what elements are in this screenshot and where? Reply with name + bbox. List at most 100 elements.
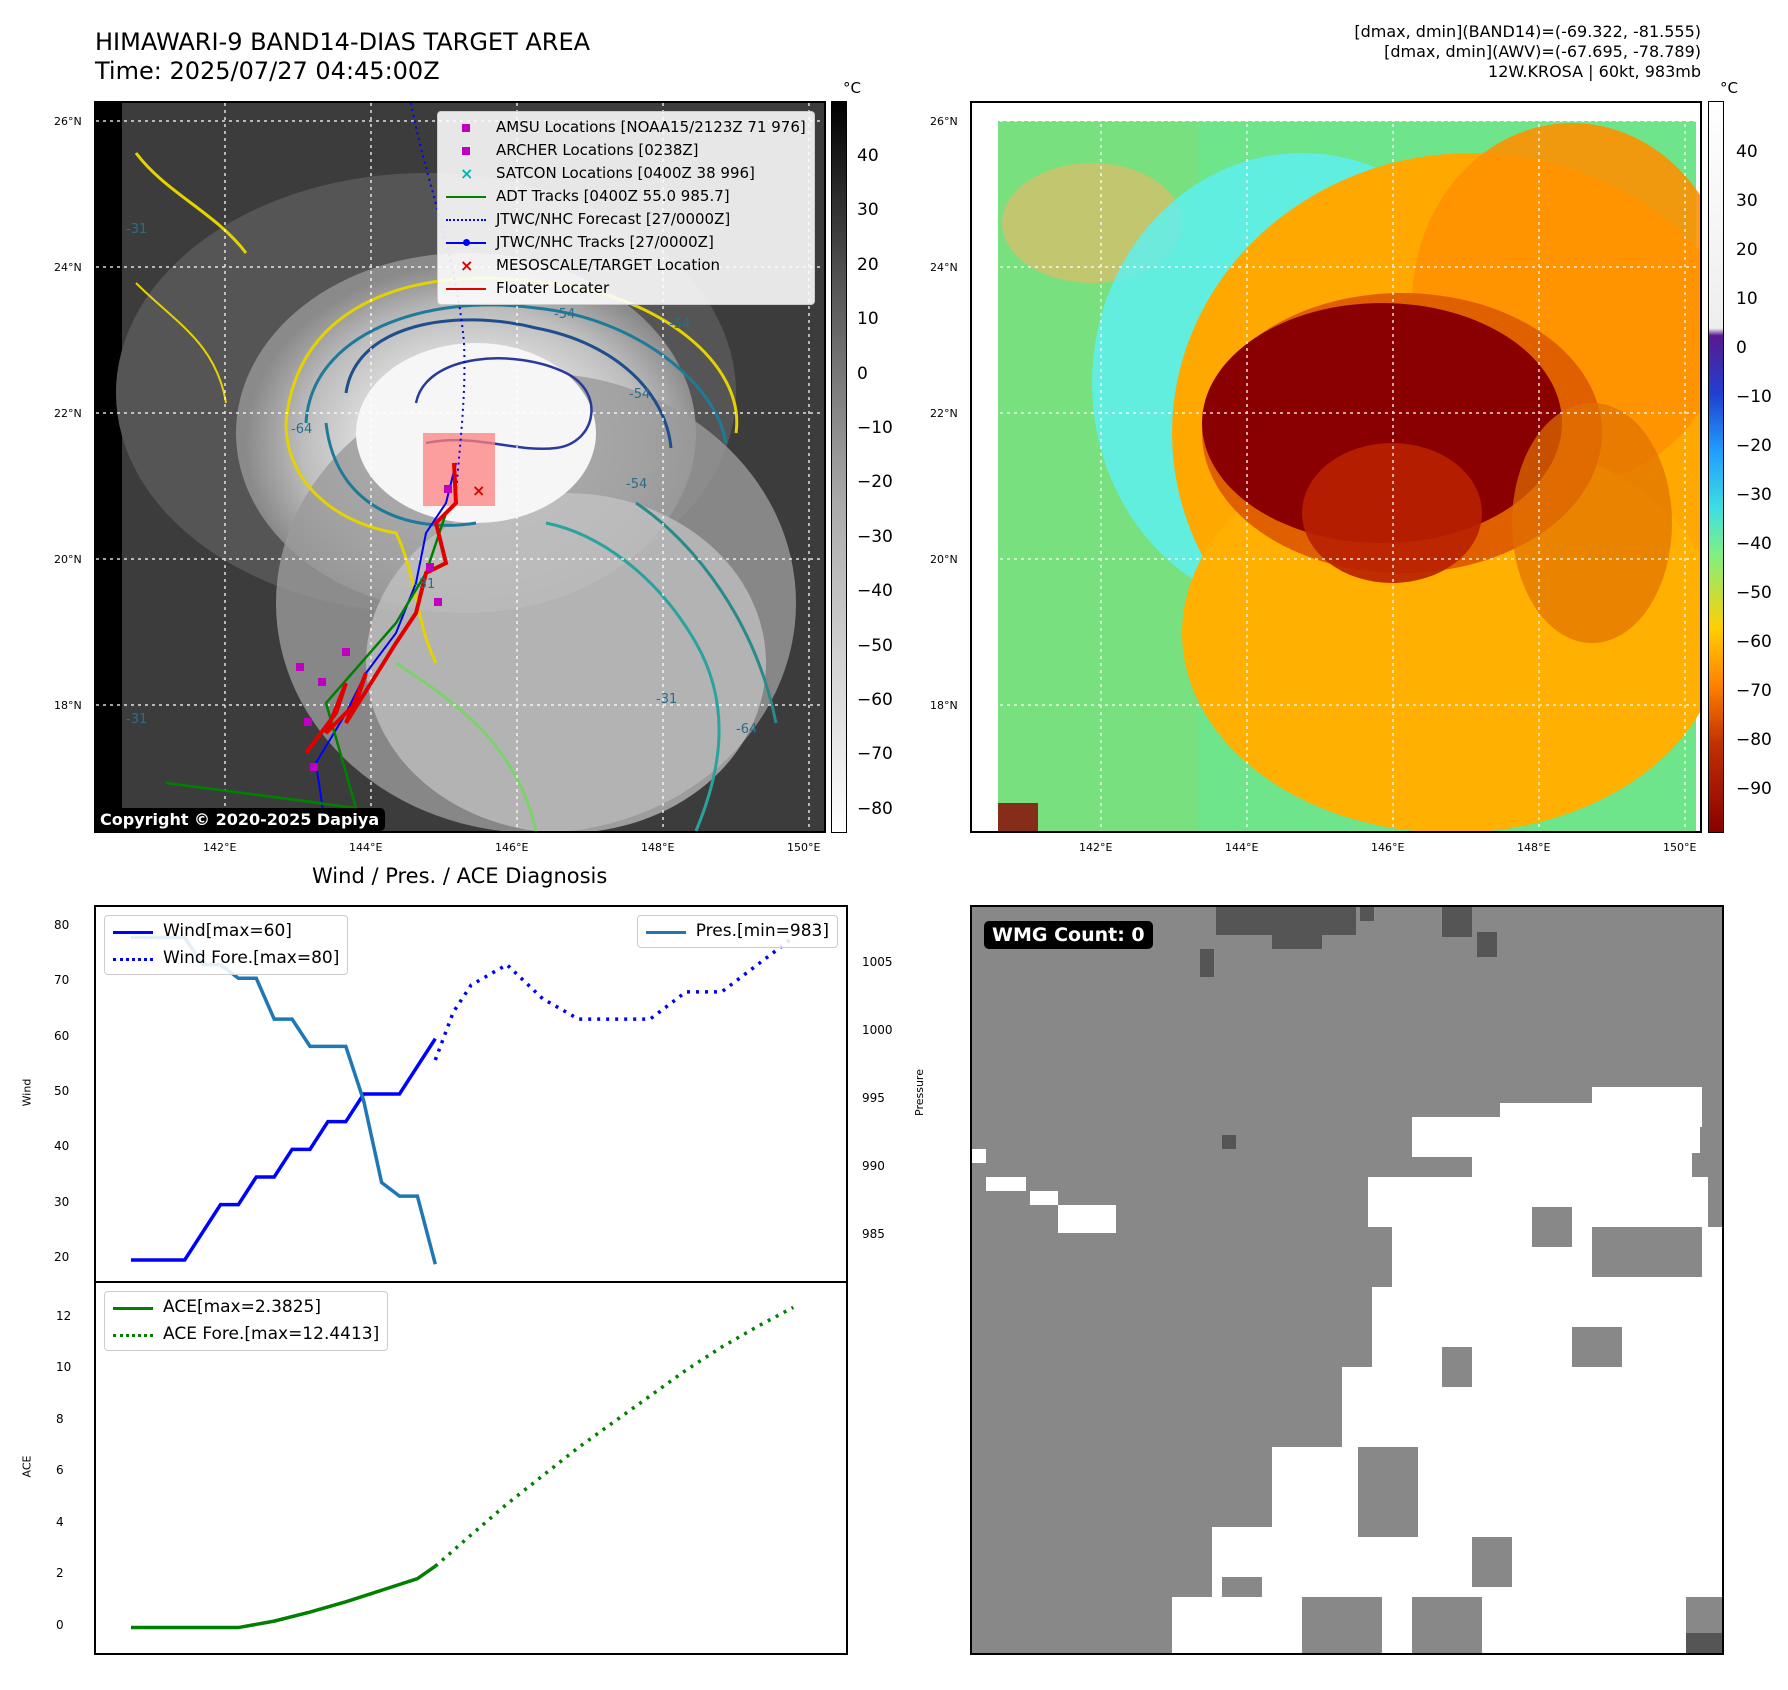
legend-label: JTWC/NHC Tracks [27/0000Z]: [496, 233, 714, 251]
colorbar-tick-label: −40: [1736, 534, 1772, 554]
line-marker-icon: [113, 1299, 153, 1317]
lon-label: 150°E: [1663, 841, 1697, 854]
ace-tick-label: 10: [56, 1360, 72, 1375]
colorbar-tick-label: 40: [857, 146, 879, 166]
colorbar-tick-label: −80: [857, 798, 893, 819]
legend-item-jtwc-forecast: JTWC/NHC Forecast [27/0000Z]: [446, 208, 806, 231]
wind-series-line: [131, 1037, 437, 1262]
ace-tick-label: 4: [56, 1514, 64, 1529]
lon-label: 144°E: [1225, 841, 1259, 854]
legend-item-wind-fore: Wind Fore.[max=80]: [113, 945, 339, 972]
legend-label: ACE[max=2.3825]: [163, 1297, 321, 1317]
line-marker-icon: [446, 280, 486, 298]
wmg-image: [972, 907, 1722, 1653]
colorbar-tick-label: 40: [1736, 142, 1758, 162]
colorbar-tick-label: −90: [1736, 779, 1772, 799]
colorbar-tick-label: 10: [1736, 289, 1758, 309]
line-dot-icon: [446, 234, 486, 252]
colorbar-tick-label: −10: [857, 418, 893, 438]
amsu-archer-markers: [296, 485, 452, 771]
square-marker-icon: [446, 142, 486, 160]
colorbar-tick-label: 10: [857, 309, 879, 330]
colorbar-tick-label: 30: [1736, 191, 1758, 211]
colorbar-tick-label: 30: [857, 200, 879, 221]
copyright-badge: Copyright © 2020-2025 Dapiya: [96, 808, 386, 831]
legend-label: Wind[max=60]: [163, 921, 292, 941]
wind-tick-label: 20: [54, 1249, 70, 1264]
legend-label: JTWC/NHC Forecast [27/0000Z]: [496, 210, 731, 228]
jtwc-forecast-line: [410, 103, 466, 494]
figure-time: Time: 2025/07/27 04:45:00Z: [95, 57, 440, 85]
map-legend: AMSU Locations [NOAA15/2123Z 71 976] ARC…: [437, 111, 815, 305]
legend-label: Pres.[min=983]: [695, 921, 829, 941]
lat-label: 26°N: [54, 115, 82, 128]
lat-label: 24°N: [54, 261, 82, 274]
colorbar-tick-label: −60: [857, 690, 893, 710]
lat-label: 18°N: [930, 699, 958, 712]
dotted-line-icon: [113, 950, 153, 968]
lon-label: 142°E: [203, 841, 237, 854]
ace-series-line: [131, 1564, 437, 1630]
colorbar-tick-label: −10: [1736, 387, 1772, 407]
pressure-tick-label: 1000: [862, 1022, 893, 1037]
pressure-tick-label: 990: [862, 1158, 885, 1173]
wmg-clear-blocks: [972, 1087, 1722, 1653]
wind-axis-label: Wind: [20, 1078, 34, 1107]
colorbar-tick-label: 20: [1736, 240, 1758, 260]
legend-label: ACE Fore.[max=12.4413]: [163, 1324, 380, 1344]
wind-tick-label: 80: [54, 918, 70, 933]
contour-label: -31: [414, 577, 435, 592]
legend-item-adt: ADT Tracks [0400Z 55.0 985.7]: [446, 185, 806, 208]
lat-label: 18°N: [54, 699, 82, 712]
colorbar-tick-label: −30: [1736, 485, 1772, 505]
colorbar-tick-label: 0: [1736, 338, 1747, 358]
lat-label: 22°N: [54, 407, 82, 420]
lat-label: 24°N: [930, 261, 958, 274]
wind-tick-label: 60: [54, 1028, 70, 1043]
legend-item-mesoscale: × MESOSCALE/TARGET Location: [446, 254, 806, 277]
ace-plot: ACE[max=2.3825] ACE Fore.[max=12.4413]: [94, 1281, 848, 1655]
ace-tick-label: 0: [56, 1617, 64, 1632]
colorbar-tick-label: −20: [857, 472, 893, 493]
dotted-line-icon: [113, 1326, 153, 1344]
legend-item-floater: Floater Locater: [446, 277, 806, 300]
target-x-marker: ×: [472, 481, 485, 500]
lon-label: 146°E: [1371, 841, 1405, 854]
square-marker-icon: [446, 119, 486, 137]
legend-item-satcon: × SATCON Locations [0400Z 38 996]: [446, 162, 806, 185]
contour-label: -54: [629, 387, 650, 402]
wind-tick-label: 40: [54, 1139, 70, 1154]
line-marker-icon: [446, 188, 486, 206]
wind-tick-label: 50: [54, 1084, 70, 1098]
contour-label: -64: [736, 722, 757, 737]
wmg-dark-blocks: [1200, 907, 1722, 1653]
contour-label: -54: [626, 477, 647, 492]
ace-axis-label: ACE: [20, 1455, 34, 1478]
colorbar-tick-label: 0: [857, 363, 868, 384]
x-marker-icon: ×: [460, 163, 474, 183]
ace-svg: [131, 1305, 795, 1630]
colorbar-left: [831, 101, 847, 833]
legend-label: Floater Locater: [496, 279, 610, 297]
enhanced-ir-image: [972, 103, 1700, 831]
contour-label: -54: [554, 307, 575, 322]
lon-label: 144°E: [349, 841, 383, 854]
wind-forecast-line: [433, 936, 795, 1061]
contour-label: -54: [669, 317, 690, 332]
awv-range: [dmax, dmin](AWV)=(-67.695, -78.789): [1384, 42, 1701, 61]
figure-title: HIMAWARI-9 BAND14-DIAS TARGET AREA: [95, 28, 591, 56]
x-marker-icon: ×: [460, 255, 474, 275]
diagnosis-title: Wind / Pres. / ACE Diagnosis: [312, 864, 608, 888]
colorbar-tick-label: −60: [1736, 632, 1772, 652]
colorbar-tick-label: −70: [1736, 681, 1772, 701]
ace-forecast-line: [434, 1305, 795, 1568]
colorbar-unit: °C: [1720, 79, 1738, 97]
legend-item-ace: ACE[max=2.3825]: [113, 1294, 379, 1321]
legend-label: ADT Tracks [0400Z 55.0 985.7]: [496, 187, 730, 205]
wind-tick-label: 70: [54, 973, 70, 988]
enhanced-ir-map: [970, 101, 1702, 833]
wind-tick-label: 30: [54, 1194, 70, 1209]
band14-range: [dmax, dmin](BAND14)=(-69.322, -81.555): [1354, 22, 1701, 41]
wind-legend: Wind[max=60] Wind Fore.[max=80]: [104, 915, 349, 975]
wmg-cloud-blocks: [1222, 1207, 1702, 1653]
